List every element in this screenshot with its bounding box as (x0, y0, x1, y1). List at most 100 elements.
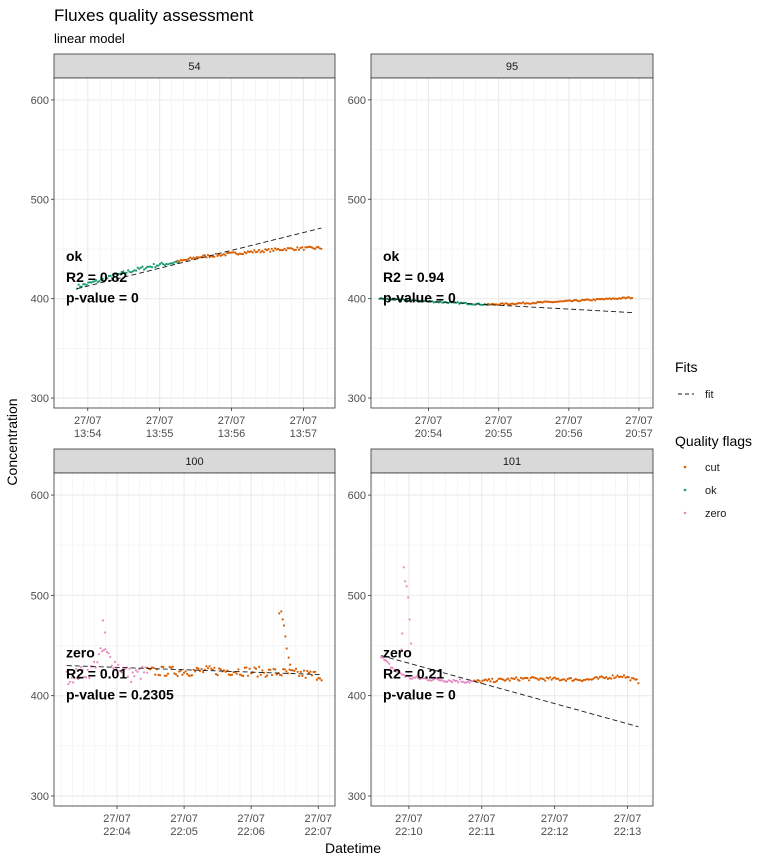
data-point-cut (258, 248, 261, 252)
data-point-ok (424, 300, 427, 303)
data-point-cut (542, 678, 545, 681)
data-point-cut (291, 247, 294, 250)
data-point-cut (310, 246, 313, 249)
data-point-cut (162, 665, 165, 669)
legend-label-zero: zero (705, 508, 726, 520)
data-point-zero (404, 580, 407, 583)
data-point-cut (262, 251, 265, 254)
data-point-cut (320, 679, 323, 682)
legend-fits-title: Fits (675, 359, 698, 375)
x-tick-label-date: 27/07 (485, 415, 513, 427)
data-point-zero (426, 679, 429, 682)
data-point-cut (243, 251, 246, 254)
data-point-zero (384, 659, 388, 662)
x-tick-label-date: 27/07 (625, 415, 653, 427)
data-point-ok (141, 265, 144, 268)
data-point-cut (486, 679, 489, 682)
data-point-cut (635, 678, 638, 681)
data-point-cut (505, 678, 508, 681)
data-point-zero (463, 681, 466, 684)
x-tick-label-time: 13:56 (218, 428, 246, 440)
data-point-ok (106, 277, 109, 280)
data-point-cut (301, 674, 304, 678)
data-point-cut (282, 624, 286, 627)
data-point-cut (626, 675, 629, 679)
data-point-zero (70, 676, 73, 679)
data-point-cut (200, 667, 203, 671)
facet-strip-label: 95 (506, 61, 518, 73)
data-point-cut (314, 670, 317, 673)
facet-strip-label: 100 (185, 456, 203, 468)
y-tick-label: 500 (348, 590, 366, 602)
data-point-cut (619, 675, 622, 678)
data-point-cut (176, 674, 179, 678)
data-point-zero (73, 671, 76, 674)
x-tick-label-date: 27/07 (395, 813, 423, 825)
data-point-zero (431, 678, 434, 682)
y-tick-label: 300 (348, 791, 366, 803)
data-point-cut (508, 679, 511, 682)
data-point-zero (442, 680, 445, 683)
panel-border (53, 77, 336, 409)
data-point-cut (242, 253, 245, 256)
x-tick-label-date: 27/07 (290, 415, 318, 427)
panel-border (370, 472, 654, 807)
legend-flags-title: Quality flags (675, 433, 752, 449)
data-point-zero (458, 678, 462, 681)
data-point-cut (563, 678, 566, 681)
data-point-cut (595, 297, 598, 301)
data-point-cut (503, 679, 507, 682)
data-point-cut (254, 667, 258, 670)
data-point-cut (166, 672, 170, 675)
data-point-cut (515, 676, 518, 679)
data-point-cut (621, 675, 624, 679)
annotation-flag: zero (66, 645, 95, 661)
data-point-cut (182, 671, 186, 675)
panel-background (371, 473, 653, 806)
y-tick-label: 500 (348, 194, 366, 206)
data-point-cut (197, 256, 200, 259)
data-point-cut (285, 670, 288, 673)
data-point-cut (586, 298, 589, 301)
data-point-ok (456, 301, 459, 304)
data-point-cut (526, 676, 529, 680)
data-point-cut (582, 678, 585, 682)
data-point-cut (550, 678, 553, 681)
data-point-zero (409, 677, 412, 680)
data-point-cut (491, 677, 494, 680)
data-point-zero (391, 666, 394, 669)
x-tick-label-date: 27/07 (304, 813, 332, 825)
data-point-zero (136, 670, 139, 673)
data-point-cut (242, 674, 245, 678)
data-point-zero (433, 677, 436, 681)
data-point-cut (547, 300, 551, 303)
data-point-ok (112, 275, 115, 278)
data-point-zero (404, 675, 407, 678)
annotation-pvalue: p-value = 0 (383, 687, 456, 703)
data-point-cut (178, 260, 181, 263)
y-tick-label: 500 (31, 194, 49, 206)
data-point-cut (229, 251, 232, 254)
data-point-ok (138, 267, 141, 270)
data-point-cut (285, 647, 288, 650)
data-point-cut (484, 678, 487, 681)
data-point-cut (553, 676, 556, 679)
data-point-cut (230, 673, 234, 676)
data-point-zero (410, 677, 413, 680)
y-tick-label: 400 (31, 691, 49, 703)
data-point-ok (85, 283, 88, 286)
data-point-zero (96, 661, 99, 664)
data-point-cut (261, 249, 264, 252)
panel-border (53, 472, 336, 807)
data-point-cut (573, 679, 576, 682)
data-point-cut (627, 296, 630, 299)
annotation-r2: R2 = 0.01 (66, 666, 127, 682)
annotation-pvalue: p-value = 0 (66, 290, 139, 306)
data-point-cut (152, 666, 155, 670)
data-point-ok (95, 279, 98, 282)
data-point-cut (194, 670, 197, 673)
panel-background (371, 78, 653, 408)
y-tick-label: 500 (31, 590, 49, 602)
data-point-zero (441, 679, 444, 682)
data-point-cut (307, 245, 310, 248)
